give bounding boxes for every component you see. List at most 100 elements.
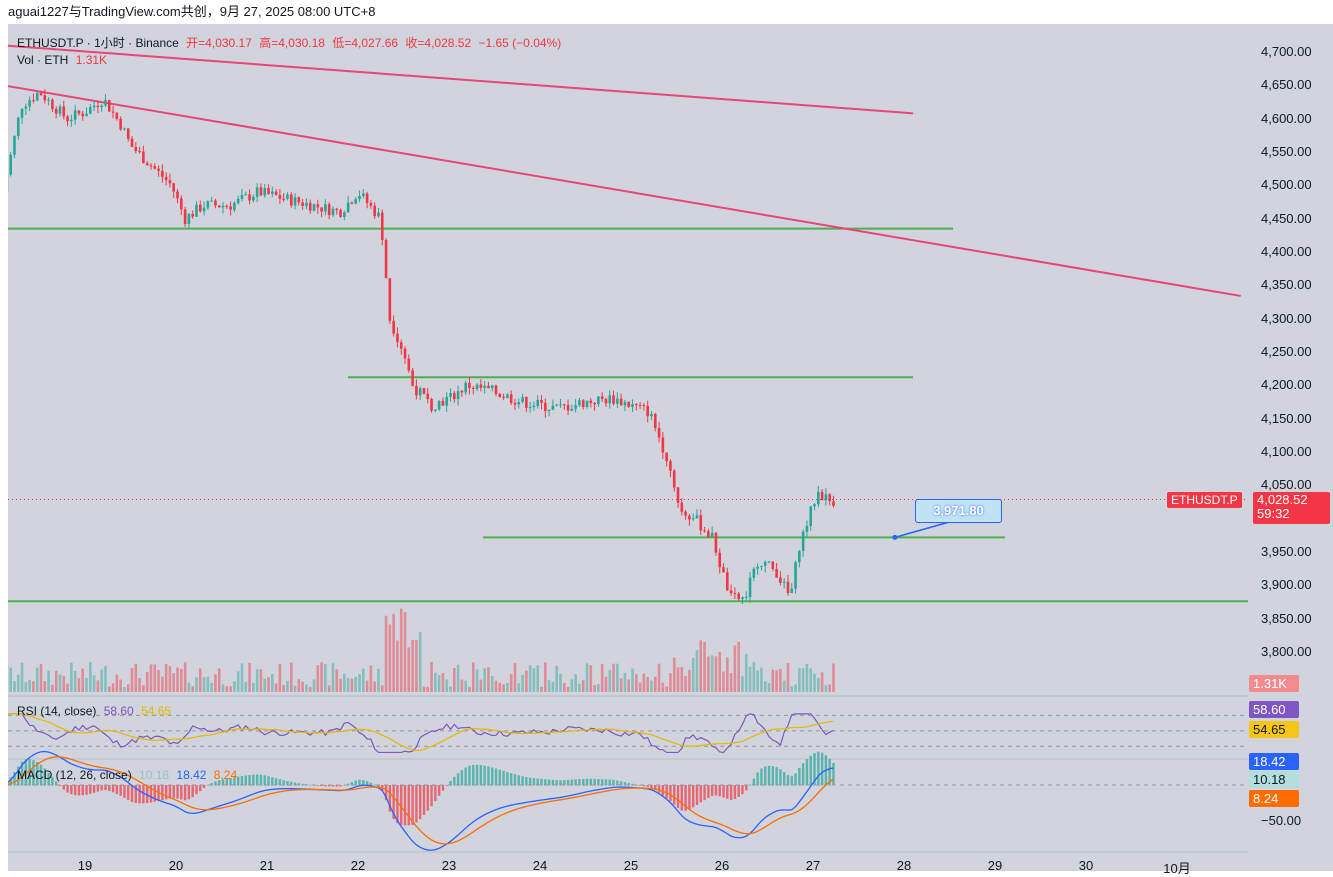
candle-body[interactable]: [590, 401, 593, 403]
candle-body[interactable]: [309, 203, 312, 211]
candle-body[interactable]: [328, 204, 331, 215]
candle-body[interactable]: [696, 515, 699, 518]
candle-body[interactable]: [677, 487, 680, 502]
candle-body[interactable]: [821, 492, 824, 500]
candle-body[interactable]: [612, 395, 615, 403]
candle-body[interactable]: [370, 203, 373, 206]
candle-body[interactable]: [392, 321, 395, 334]
candle-body[interactable]: [559, 404, 562, 405]
candle-body[interactable]: [775, 569, 778, 578]
candle-body[interactable]: [161, 171, 164, 177]
candle-body[interactable]: [44, 95, 47, 100]
candle-body[interactable]: [593, 403, 596, 404]
candle-body[interactable]: [468, 383, 471, 388]
candle-body[interactable]: [108, 100, 111, 111]
candle-body[interactable]: [153, 166, 156, 169]
candle-body[interactable]: [396, 334, 399, 342]
candle-body[interactable]: [85, 114, 88, 117]
candle-body[interactable]: [426, 394, 429, 399]
candle-body[interactable]: [267, 188, 270, 194]
candle-body[interactable]: [434, 409, 437, 410]
candle-body[interactable]: [586, 401, 589, 407]
candle-body[interactable]: [639, 405, 642, 406]
candle-body[interactable]: [726, 572, 729, 590]
candle-body[interactable]: [563, 404, 566, 405]
candle-body[interactable]: [40, 93, 43, 95]
candle-body[interactable]: [825, 494, 828, 500]
candle-body[interactable]: [730, 590, 733, 593]
candle-body[interactable]: [555, 405, 558, 406]
candle-body[interactable]: [248, 194, 251, 200]
candle-body[interactable]: [533, 406, 536, 407]
candle-body[interactable]: [389, 278, 392, 321]
candle-body[interactable]: [608, 395, 611, 403]
candle-body[interactable]: [9, 155, 12, 175]
candle-body[interactable]: [191, 214, 194, 217]
candle-body[interactable]: [157, 169, 160, 171]
candle-body[interactable]: [597, 396, 600, 404]
candle-body[interactable]: [445, 397, 448, 406]
candle-body[interactable]: [828, 494, 831, 501]
candle-body[interactable]: [112, 112, 115, 113]
candle-body[interactable]: [707, 531, 710, 537]
candle-body[interactable]: [813, 504, 816, 506]
candle-body[interactable]: [241, 195, 244, 199]
candle-body[interactable]: [354, 199, 357, 204]
candle-body[interactable]: [13, 136, 16, 155]
callout-anchor-point[interactable]: [892, 535, 897, 540]
candle-body[interactable]: [480, 385, 483, 388]
candle-body[interactable]: [188, 214, 191, 224]
candle-body[interactable]: [286, 195, 289, 199]
candle-body[interactable]: [536, 400, 539, 406]
candle-body[interactable]: [646, 406, 649, 416]
candle-body[interactable]: [381, 213, 384, 240]
candle-body[interactable]: [688, 516, 691, 520]
candle-body[interactable]: [74, 110, 77, 119]
candle-body[interactable]: [62, 107, 65, 117]
candle-body[interactable]: [790, 589, 793, 593]
candle-body[interactable]: [745, 597, 748, 598]
candle-body[interactable]: [55, 109, 58, 114]
candle-body[interactable]: [529, 407, 532, 408]
candle-body[interactable]: [119, 119, 122, 130]
candle-body[interactable]: [332, 209, 335, 215]
chart-area[interactable]: ETHUSDT.P · 1小时 · Binance 开=4,030.17 高=4…: [8, 24, 1333, 871]
candle-body[interactable]: [461, 391, 464, 392]
candle-body[interactable]: [59, 107, 62, 114]
candle-body[interactable]: [809, 506, 812, 525]
candle-body[interactable]: [552, 406, 555, 410]
candle-body[interactable]: [339, 210, 342, 217]
candle-body[interactable]: [252, 197, 255, 201]
candle-body[interactable]: [150, 165, 153, 166]
candle-body[interactable]: [711, 533, 714, 537]
candle-body[interactable]: [643, 405, 646, 406]
candle-body[interactable]: [298, 197, 301, 202]
candle-body[interactable]: [718, 553, 721, 568]
candle-body[interactable]: [756, 567, 759, 569]
candle-body[interactable]: [377, 213, 380, 217]
candle-body[interactable]: [70, 120, 73, 121]
candle-body[interactable]: [495, 385, 498, 393]
candle-body[interactable]: [81, 114, 84, 117]
candle-body[interactable]: [578, 400, 581, 405]
candle-body[interactable]: [131, 139, 134, 147]
candle-body[interactable]: [832, 501, 835, 506]
candle-body[interactable]: [66, 116, 69, 121]
candle-body[interactable]: [180, 198, 183, 209]
price-chart[interactable]: [8, 24, 1333, 871]
candle-body[interactable]: [373, 206, 376, 217]
candle-body[interactable]: [442, 401, 445, 406]
candle-body[interactable]: [574, 405, 577, 409]
candle-body[interactable]: [294, 197, 297, 205]
candle-body[interactable]: [423, 388, 426, 393]
candle-body[interactable]: [290, 195, 293, 206]
candle-body[interactable]: [123, 128, 126, 129]
candle-body[interactable]: [582, 400, 585, 407]
candle-body[interactable]: [722, 567, 725, 572]
candle-body[interactable]: [135, 147, 138, 151]
candle-body[interactable]: [237, 199, 240, 203]
candle-body[interactable]: [271, 192, 274, 194]
candle-body[interactable]: [51, 100, 54, 109]
candle-body[interactable]: [324, 204, 327, 211]
candle-body[interactable]: [734, 593, 737, 594]
